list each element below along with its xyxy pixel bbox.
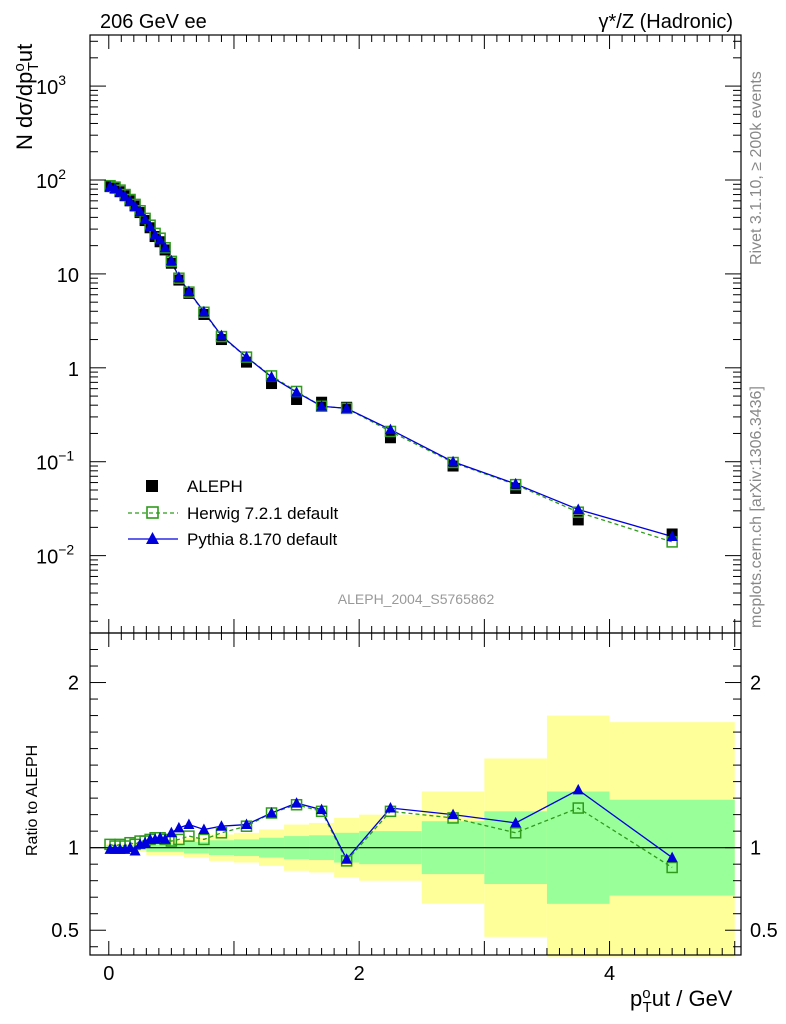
pythia-point — [183, 285, 195, 296]
main-y-tick-label: 102 — [36, 166, 66, 193]
x-tick-label: 4 — [604, 963, 615, 985]
ratio-y-tick-label: 2 — [68, 673, 79, 695]
pythia-ratio-point — [666, 851, 678, 863]
aleph-data-point — [291, 393, 303, 405]
mcplots-reference-text: mcplots.cern.ch [arXiv:1306.3436] — [748, 386, 765, 628]
pythia-point — [240, 351, 252, 362]
pythia-ratio-point — [139, 836, 151, 848]
herwig-ratio-point — [183, 830, 195, 842]
pythia-point — [510, 477, 522, 489]
pythia-point — [384, 423, 396, 435]
pythia-point — [154, 233, 166, 245]
main-y-tick-label: 103 — [36, 72, 66, 99]
pythia-ratio-point — [173, 821, 185, 833]
pythia-point — [149, 228, 161, 240]
pythia-ratio-point — [129, 844, 141, 856]
legend-herwig-marker — [146, 506, 159, 519]
pythia-point — [316, 400, 328, 411]
y-axis-title-main: N dσ/dpoTut — [11, 44, 42, 150]
pythia-point — [165, 254, 177, 266]
main-y-tick-label: 1 — [68, 359, 79, 381]
pythia-point — [173, 271, 185, 282]
herwig-ratio-point — [572, 802, 584, 814]
pythia-ratio-point — [159, 833, 171, 844]
main-y-tick-label: 10 — [57, 265, 79, 287]
ratio-uncertainty-bands — [106, 715, 735, 957]
pythia-point — [447, 455, 459, 467]
herwig-ratio-point — [198, 833, 210, 846]
aleph-data-point — [572, 514, 584, 526]
herwig-ratio-point — [666, 861, 678, 874]
pythia-point — [266, 370, 278, 382]
legend-pythia-label: Pythia 8.170 default — [187, 530, 338, 549]
aleph-data-point — [266, 378, 278, 390]
pythia-point — [114, 186, 126, 197]
legend: ALEPH Herwig 7.2.1 default Pythia 8.170 … — [128, 477, 338, 549]
legend-data-label: ALEPH — [187, 477, 243, 496]
pythia-point — [198, 305, 210, 317]
main-y-tick-label: 10−2 — [36, 542, 74, 569]
pythia-ratio-point — [316, 803, 328, 815]
pythia-point — [215, 329, 227, 341]
ratio-y-tick-label-right: 1 — [750, 838, 761, 860]
pythia-ratio-point — [447, 808, 459, 820]
pythia-ratio-point — [291, 797, 303, 808]
pythia-point — [341, 402, 353, 413]
ratio-y-tick-label-right: 0.5 — [750, 920, 778, 942]
legend-herwig-label: Herwig 7.2.1 default — [187, 504, 338, 523]
pythia-point — [134, 205, 146, 217]
aleph-data-point — [384, 432, 396, 444]
legend-data-marker — [146, 480, 158, 492]
main-y-tick-label: 10−1 — [36, 448, 74, 475]
rivet-version-text: Rivet 3.1.10, ≥ 200k events — [748, 71, 765, 265]
pythia-ratio-point — [165, 826, 177, 838]
pythia-ratio-point — [510, 816, 522, 828]
pythia-point — [129, 200, 141, 212]
ratio-plot-frame — [89, 632, 742, 956]
pythia-ratio-point — [266, 806, 278, 818]
header-left-title: 206 GeV ee — [100, 11, 207, 33]
pythia-ratio-point — [572, 783, 584, 795]
pythia-point — [109, 182, 121, 194]
pythia-ratio-point — [384, 802, 396, 813]
analysis-watermark: ALEPH_2004_S5765862 — [338, 591, 495, 607]
pythia-ratio-point — [198, 823, 210, 835]
pythia-point — [144, 220, 156, 231]
x-tick-label: 0 — [103, 963, 114, 985]
pythia-point — [291, 386, 303, 397]
pythia-ratio-point — [341, 853, 353, 864]
herwig-ratio-point — [509, 827, 522, 839]
x-tick-label: 2 — [354, 963, 365, 985]
herwig-ratio-line — [109, 804, 673, 869]
pythia-point — [159, 241, 171, 253]
y-axis-title-ratio: Ratio to ALEPH — [24, 745, 41, 856]
pythia-point — [572, 503, 584, 514]
pythia-point — [666, 530, 678, 541]
x-axis-title: po Tut / GeV — [630, 985, 733, 1016]
pythia-point — [124, 195, 136, 207]
pythia-point — [119, 190, 131, 201]
pythia-ratio-point — [183, 818, 195, 830]
ratio-y-tick-label: 0.5 — [51, 920, 79, 942]
legend-pythia-marker — [146, 532, 159, 544]
header-right-title: γ*/Z (Hadronic) — [599, 11, 733, 33]
pythia-ratio-point — [240, 818, 252, 830]
ratio-y-tick-label-right: 2 — [750, 673, 761, 695]
pythia-point — [139, 213, 151, 224]
ratio-y-tick-label: 1 — [68, 838, 79, 860]
pythia-ratio-point — [215, 820, 227, 831]
